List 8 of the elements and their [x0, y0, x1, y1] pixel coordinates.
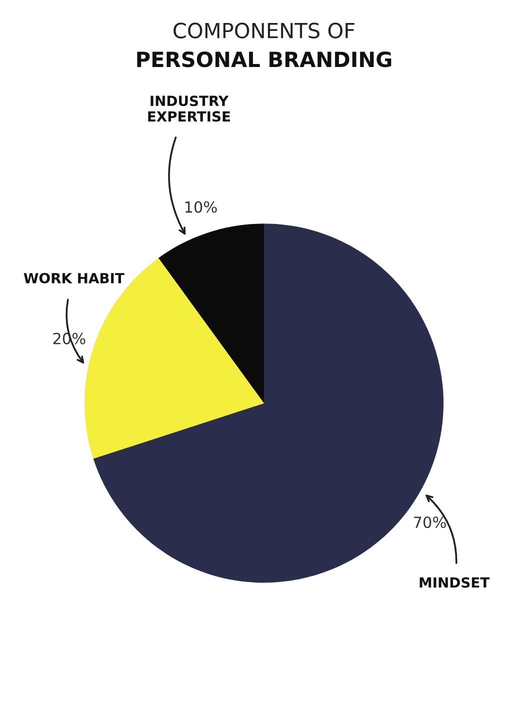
- slice-label: INDUSTRY EXPERTISE: [148, 96, 230, 122]
- pie-slice: [158, 224, 264, 404]
- chart-subtitle: PERSONAL BRANDING: [137, 51, 392, 68]
- slice-label: WORK HABIT: [24, 272, 124, 284]
- chart-title: COMPONENTS OF: [174, 22, 354, 38]
- data-label: 70%: [414, 516, 446, 528]
- data-label: 10%: [185, 201, 217, 213]
- slice-label: MINDSET: [420, 577, 490, 588]
